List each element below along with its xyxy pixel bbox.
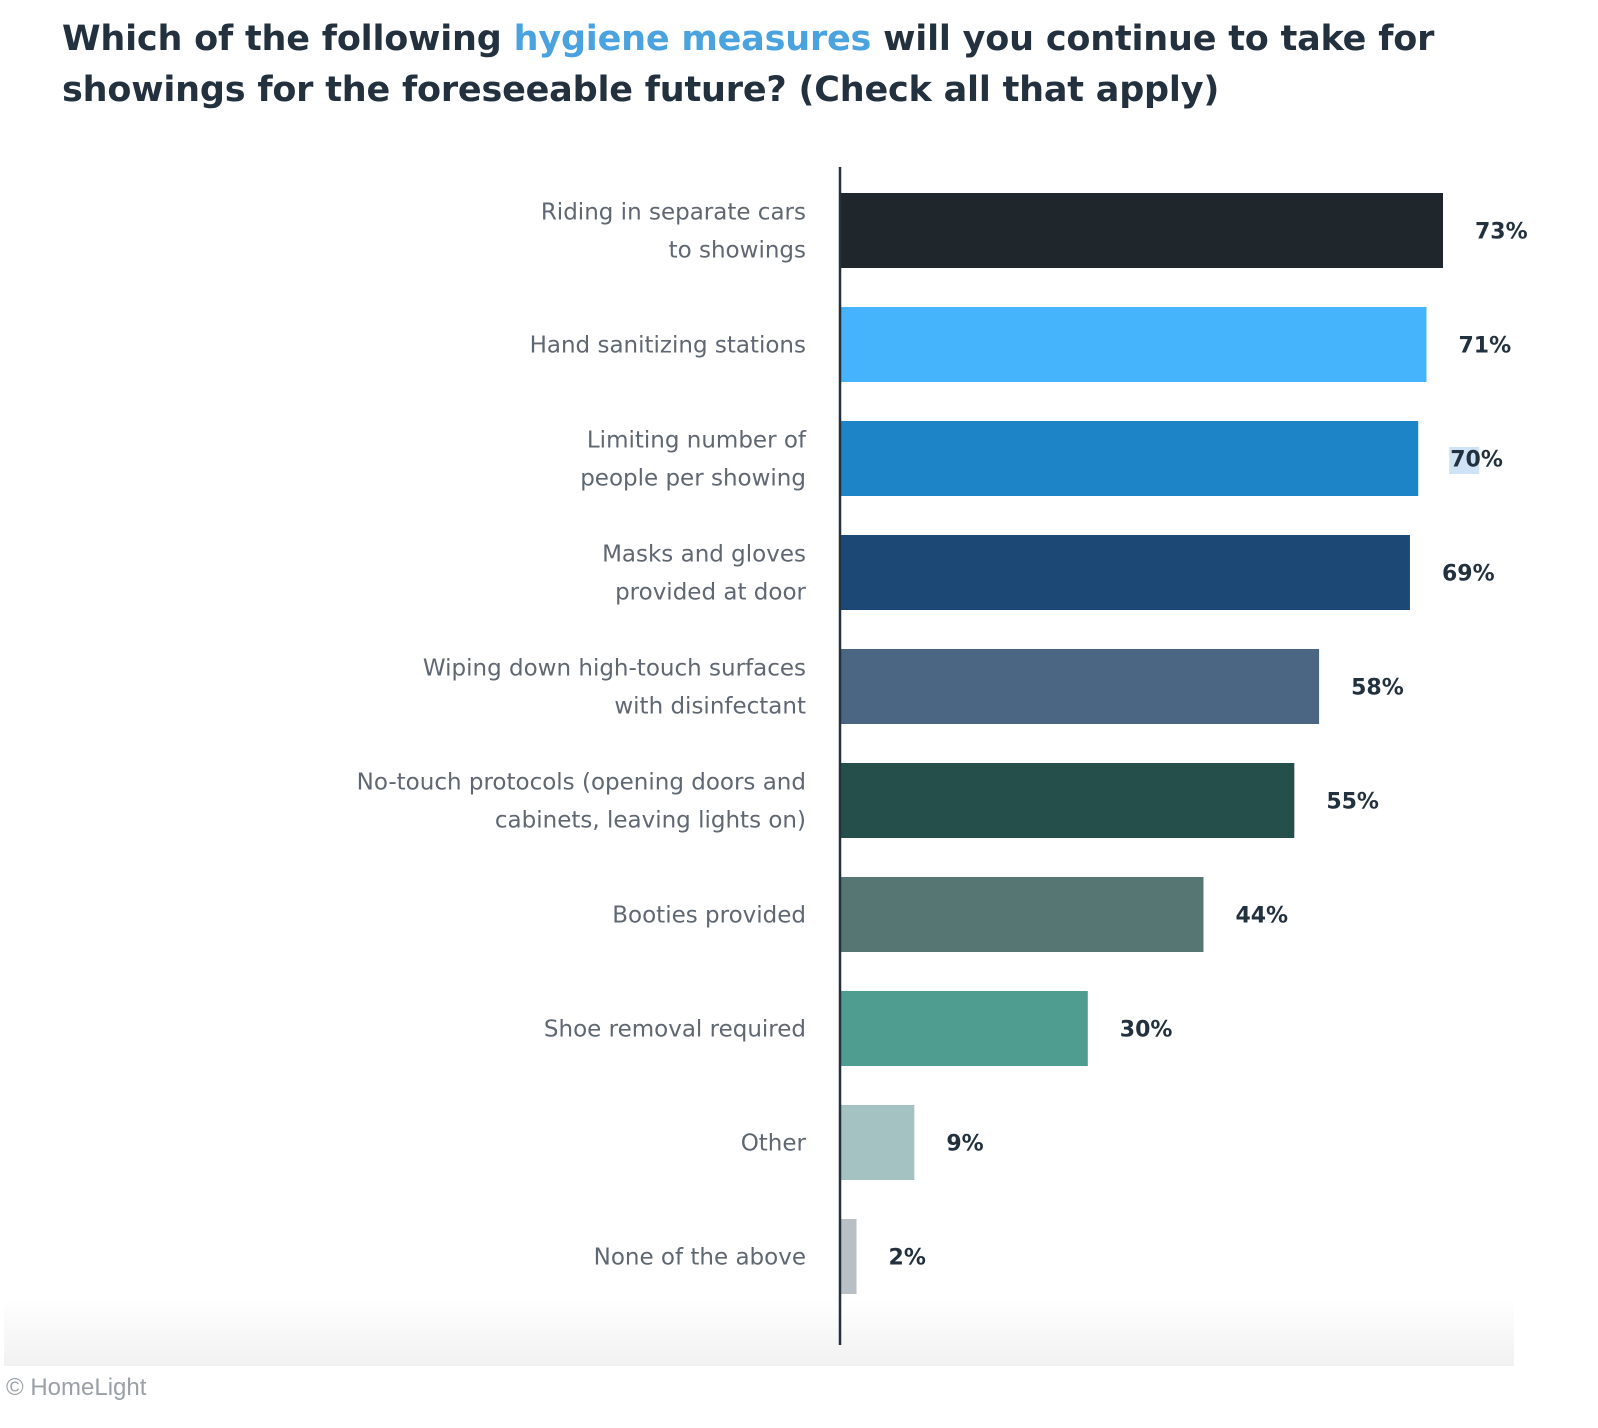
- bar-6: [840, 763, 1295, 838]
- value-label-1: 73%: [1475, 220, 1528, 245]
- value-label-7: 44%: [1235, 904, 1288, 929]
- bar-2: [840, 307, 1427, 382]
- value-label-9: 9%: [946, 1132, 983, 1157]
- bar-1: [840, 193, 1443, 268]
- bottom-fade: [4, 1300, 1514, 1366]
- category-label-3: Limiting number of people per showing: [580, 428, 807, 492]
- category-label-1: Riding in separate cars to showings: [541, 200, 806, 264]
- category-label-2: Hand sanitizing stations: [530, 333, 806, 359]
- category-label-9: Other: [741, 1131, 807, 1157]
- value-label-5: 58%: [1351, 676, 1404, 701]
- category-label-6: No-touch protocols (opening doors and cab…: [357, 770, 806, 834]
- credit-text: © HomeLight: [6, 1374, 147, 1401]
- category-label-10: None of the above: [594, 1245, 806, 1271]
- bar-9: [840, 1105, 915, 1180]
- bar-10: [840, 1219, 857, 1294]
- bar-3: [840, 421, 1419, 496]
- value-label-4: 69%: [1442, 562, 1495, 587]
- title-part-2: will you continue to take for showings f…: [62, 19, 1435, 110]
- category-label-7: Booties provided: [612, 903, 806, 929]
- bar-5: [840, 649, 1320, 724]
- chart-title: Which of the following hygiene measures …: [62, 14, 1562, 116]
- value-label-10: 2%: [889, 1246, 926, 1271]
- category-label-5: Wiping down high-touch surfaces with disi…: [423, 656, 806, 720]
- category-label-4: Masks and gloves provided at door: [602, 542, 806, 606]
- value-label-2: 71%: [1458, 334, 1511, 359]
- bar-7: [840, 877, 1204, 952]
- value-label-6: 55%: [1326, 790, 1379, 815]
- title-highlight: hygiene measures: [513, 19, 872, 59]
- title-part-1: Which of the following: [62, 19, 514, 59]
- value-label-8: 30%: [1120, 1018, 1173, 1043]
- bar-8: [840, 991, 1088, 1066]
- value-highlight-3: [1449, 447, 1480, 474]
- category-label-8: Shoe removal required: [544, 1017, 806, 1043]
- bar-4: [840, 535, 1410, 610]
- value-label-3: 70%: [1450, 448, 1503, 473]
